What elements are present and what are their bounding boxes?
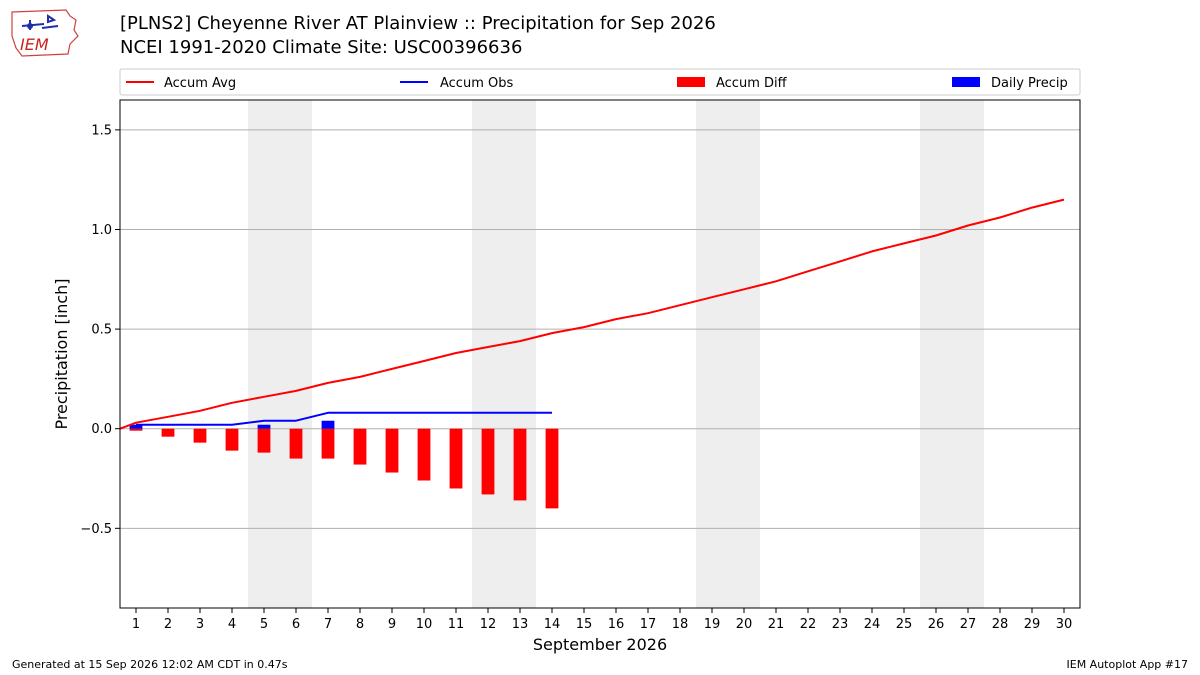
- x-tick-label: 26: [928, 617, 945, 632]
- x-tick-label: 29: [1024, 617, 1041, 632]
- accum-obs-line: [136, 411, 552, 426]
- legend-swatch: [952, 77, 980, 87]
- accum-diff-bar: [257, 428, 271, 453]
- x-tick-label: 11: [448, 617, 465, 632]
- x-tick-label: 14: [544, 617, 561, 632]
- legend-box: [119, 68, 1081, 96]
- x-tick-label: 4: [228, 617, 236, 632]
- iowa-state-outline: [11, 9, 79, 57]
- accum-diff-bar: [449, 428, 463, 489]
- legend-label: Accum Diff: [716, 76, 788, 91]
- x-tick-label: 7: [324, 617, 332, 632]
- weather-vane-hub: [27, 23, 33, 29]
- x-tick-label: 21: [768, 617, 785, 632]
- legend-label: Daily Precip: [991, 76, 1068, 91]
- x-tick-label: 2: [164, 617, 172, 632]
- x-tick-label: 17: [640, 617, 657, 632]
- weekend-band: [696, 100, 760, 608]
- daily-precip-bar: [257, 424, 271, 429]
- accum-diff-bar: [225, 428, 239, 451]
- x-tick-label: 25: [896, 617, 913, 632]
- x-tick-label: 12: [480, 617, 497, 632]
- x-tick-label: 30: [1056, 617, 1073, 632]
- accum-avg-line: [119, 198, 1065, 430]
- y-tick-label: 0.0: [91, 422, 112, 437]
- accum-diff-bar: [417, 428, 431, 481]
- x-tick-label: 5: [260, 617, 268, 632]
- accum-diff-bar: [513, 428, 527, 501]
- y-tick-label: 1.5: [91, 123, 112, 138]
- legend-label: Accum Obs: [440, 76, 513, 91]
- chart-subtitle: NCEI 1991-2020 Climate Site: USC00396636: [120, 37, 523, 58]
- accum-diff-bar: [385, 428, 399, 473]
- x-tick-label: 28: [992, 617, 1009, 632]
- y-tick-label: 0.5: [91, 323, 112, 338]
- x-tick-label: 1: [132, 617, 140, 632]
- y-tick-label: 1.0: [91, 223, 112, 238]
- x-tick-label: 3: [196, 617, 204, 632]
- accum-diff-bar: [353, 428, 367, 465]
- x-tick-label: 18: [672, 617, 689, 632]
- x-tick-label: 10: [416, 617, 433, 632]
- accum-diff-bar: [289, 428, 303, 459]
- legend-label: Accum Avg: [164, 76, 236, 91]
- x-tick-label: 20: [736, 617, 753, 632]
- accum-diff-bar: [321, 428, 335, 459]
- daily-precip-bar: [129, 424, 143, 429]
- x-tick-label: 23: [832, 617, 849, 632]
- x-tick-label: 19: [704, 617, 721, 632]
- x-tick-label: 13: [512, 617, 529, 632]
- weekend-band: [248, 100, 312, 608]
- x-tick-label: 22: [800, 617, 817, 632]
- weekend-band: [472, 100, 536, 608]
- footer-generated-text: Generated at 15 Sep 2026 12:02 AM CDT in…: [12, 658, 288, 671]
- accum-diff-bar: [545, 428, 559, 509]
- x-tick-label: 16: [608, 617, 625, 632]
- footer-app-text: IEM Autoplot App #17: [1066, 658, 1189, 671]
- accum-diff-bar: [193, 428, 207, 443]
- daily-precip-bar: [321, 420, 335, 429]
- chart-title: [PLNS2] Cheyenne River AT Plainview :: P…: [120, 13, 716, 34]
- accum-diff-bar: [129, 428, 143, 431]
- accum-diff-bar: [481, 428, 495, 495]
- x-tick-label: 27: [960, 617, 977, 632]
- x-tick-label: 24: [864, 617, 881, 632]
- legend-swatch: [677, 77, 705, 87]
- x-tick-label: 8: [356, 617, 364, 632]
- y-axis-label: Precipitation [inch]: [52, 278, 71, 429]
- accum-diff-bar: [161, 428, 175, 437]
- y-tick-label: −0.5: [80, 522, 112, 537]
- iem-logo: IEM: [11, 9, 79, 57]
- plot-frame: [119, 99, 1081, 609]
- logo-text: IEM: [20, 35, 49, 54]
- x-axis-label: September 2026: [533, 635, 667, 654]
- x-tick-label: 15: [576, 617, 593, 632]
- x-tick-label: 9: [388, 617, 396, 632]
- x-tick-label: 6: [292, 617, 300, 632]
- weekend-band: [920, 100, 984, 608]
